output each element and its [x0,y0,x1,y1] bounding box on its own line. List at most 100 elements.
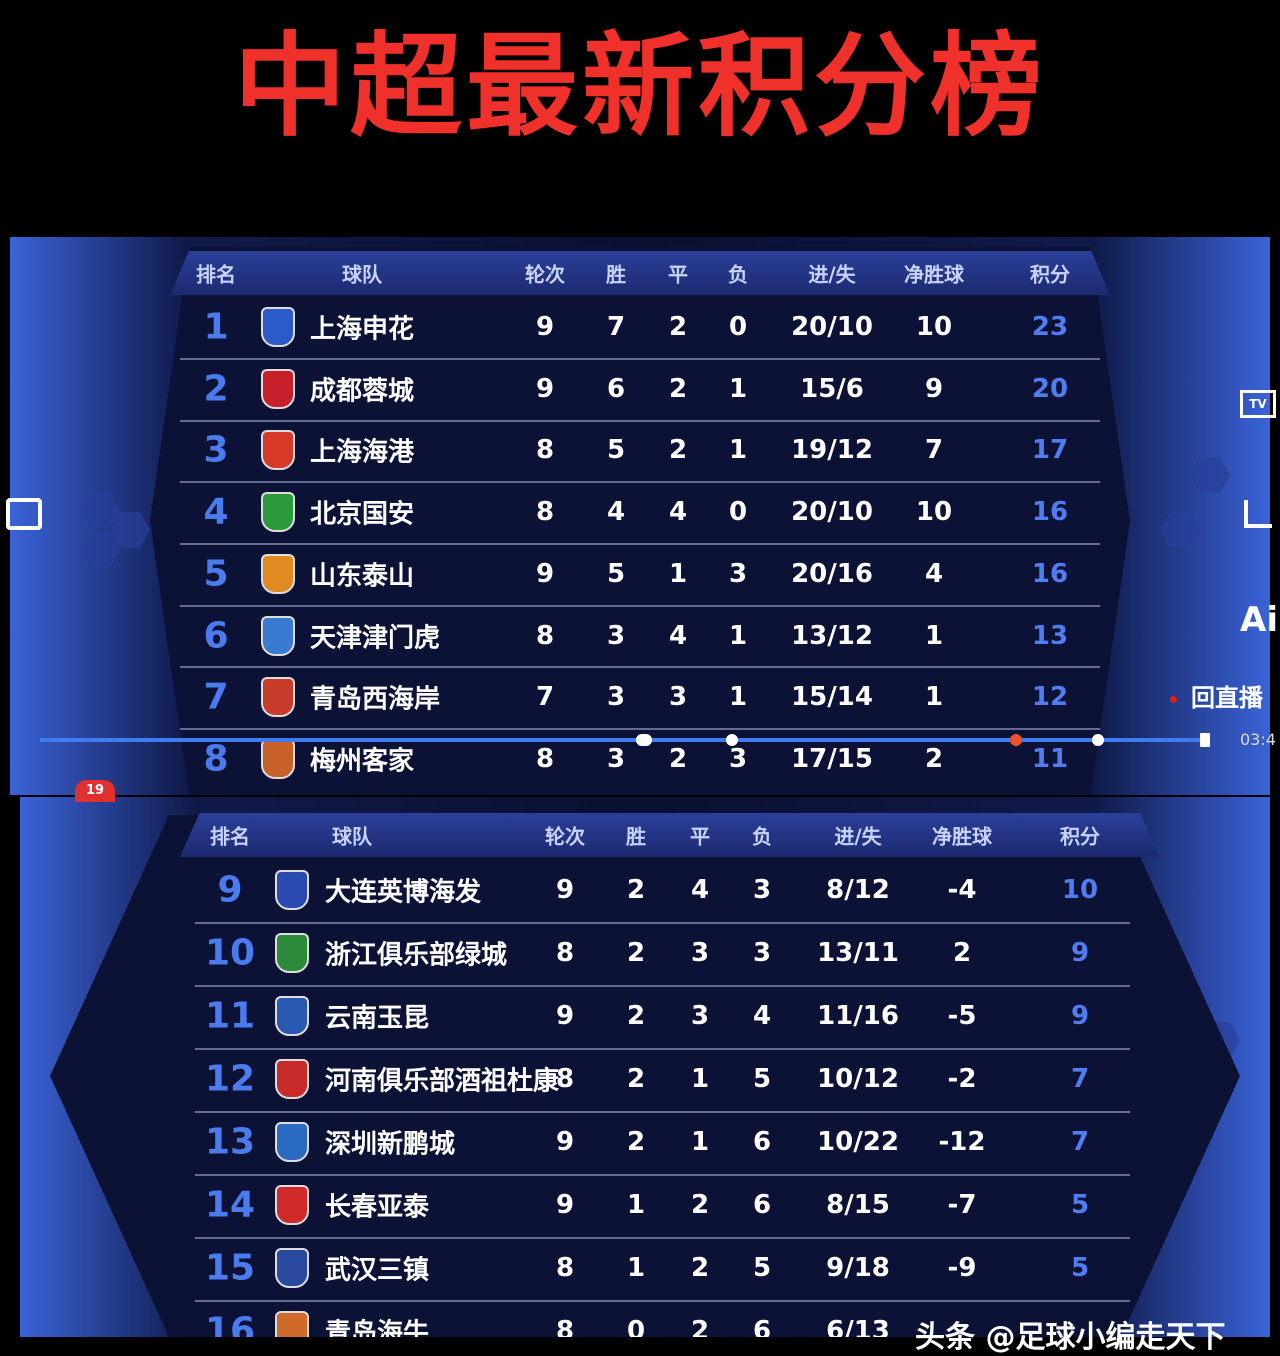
column-header[interactable]: 负 [752,824,772,849]
cell-won: 4 [606,497,626,528]
team-logo-icon [261,677,295,718]
cell-lost: 0 [728,312,748,342]
team-logo-icon [261,615,295,656]
column-header[interactable]: 排名 [210,824,250,849]
cell-won: 2 [626,1064,646,1094]
cell-gd: 10 [915,312,953,342]
back-to-live-button[interactable]: 回直播 [1170,678,1263,713]
column-header[interactable]: 胜 [626,824,646,849]
column-header[interactable]: 积分 [1030,262,1070,287]
cell-goals: 20/10 [791,312,873,342]
cell-drawn: 3 [668,682,688,713]
row-divider [195,1173,1130,1176]
cell-lost: 1 [728,373,748,404]
cell-lost: 6 [752,1127,772,1157]
cell-rank: 2 [203,368,229,410]
team-name: 深圳新鹏城 [325,1129,456,1160]
cell-won: 2 [626,1001,646,1031]
cell-goals: 15/6 [800,373,864,404]
cell-rank: 15 [204,1247,256,1289]
cell-rank: 8 [203,738,229,780]
cell-goals: 13/11 [817,938,899,968]
team-logo-icon [275,933,309,973]
tv-cast-button[interactable]: TV [1240,390,1276,418]
cell-pts: 9 [1070,1001,1090,1031]
cell-lost: 3 [752,938,772,968]
cell-won: 5 [606,558,626,589]
episode-badge: 19 [75,780,115,802]
team-logo-icon [275,870,309,910]
column-header[interactable]: 胜 [606,262,626,287]
row-divider [180,481,1100,484]
cell-gd: 2 [952,938,972,968]
cell-lost: 1 [728,435,748,466]
team-logo-icon [261,307,295,347]
team-name: 北京国安 [310,499,415,530]
cell-drawn: 2 [668,743,688,774]
team-name: 成都蓉城 [310,376,415,407]
cell-rank: 10 [204,932,256,974]
rotate-icon[interactable] [6,498,42,530]
cell-pts: 5 [1070,1253,1090,1283]
column-header[interactable]: 平 [668,262,688,287]
cell-pts: 11 [1031,743,1069,774]
column-header[interactable]: 净胜球 [932,824,992,849]
cell-goals: 19/12 [791,435,873,466]
team-name: 山东泰山 [310,561,415,592]
cell-played: 8 [535,435,555,466]
cell-rank: 11 [204,995,256,1037]
column-header[interactable]: 进/失 [808,262,856,287]
team-logo-icon [275,1311,309,1337]
cell-rank: 4 [203,491,229,533]
team-name: 长春亚泰 [325,1192,430,1223]
progress-handle[interactable] [1200,733,1210,747]
cell-goals: 8/12 [826,875,890,905]
cell-rank: 3 [203,429,229,471]
cell-lost: 5 [752,1064,772,1094]
cell-drawn: 2 [690,1316,710,1337]
cell-played: 9 [535,558,555,589]
cell-drawn: 2 [668,435,688,466]
column-header[interactable]: 轮次 [545,824,585,849]
ai-button[interactable]: Ai [1240,600,1278,640]
row-divider [195,1299,1130,1302]
cell-played: 9 [535,312,555,342]
column-header[interactable]: 负 [728,262,748,287]
cell-lost: 3 [752,875,772,905]
column-header[interactable]: 球队 [332,824,372,849]
video-frame-top[interactable]: 排名 球队 轮次胜平负进/失 净胜球 积分 1 上海申花 9 7 2 0 20/10 10 23 2 成都蓉城… [10,237,1270,795]
column-header[interactable]: 球队 [342,262,382,287]
cell-lost: 6 [752,1190,772,1220]
cell-drawn: 2 [668,373,688,404]
column-header[interactable]: 排名 [196,262,236,287]
cell-won: 0 [626,1316,646,1337]
cell-played: 9 [555,1001,575,1031]
crop-icon[interactable] [1244,500,1272,528]
column-header[interactable]: 净胜球 [904,262,964,287]
cell-rank: 14 [204,1184,256,1226]
column-header[interactable]: 进/失 [834,824,882,849]
cell-played: 8 [555,1316,575,1337]
team-logo-icon [275,1059,309,1099]
team-name: 云南玉昆 [325,1003,430,1034]
cell-drawn: 2 [690,1253,710,1283]
cell-drawn: 3 [690,938,710,968]
cell-pts: 20 [1031,373,1069,404]
cell-won: 3 [606,743,626,774]
cell-gd: 1 [924,682,944,713]
row-divider [180,542,1100,545]
cell-goals: 10/12 [817,1064,899,1094]
cell-drawn: 1 [690,1127,710,1157]
cell-gd: -5 [947,1001,977,1031]
column-header[interactable]: 积分 [1060,824,1100,849]
progress-bar[interactable] [40,733,1210,747]
cell-gd: 2 [924,743,944,774]
team-name: 梅州客家 [310,746,415,777]
column-header[interactable]: 平 [690,824,710,849]
row-divider [195,984,1130,987]
cell-gd: -7 [947,1190,977,1220]
column-header[interactable]: 轮次 [525,262,565,287]
cell-rank: 13 [204,1121,256,1163]
cell-rank: 1 [203,306,229,348]
cell-played: 9 [555,1127,575,1157]
